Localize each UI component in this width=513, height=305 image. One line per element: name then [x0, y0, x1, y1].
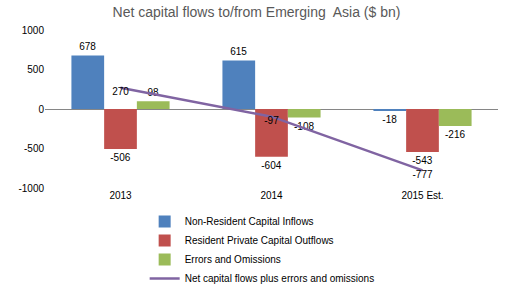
svg-text:2015 Est.: 2015 Est.	[401, 190, 443, 201]
svg-text:-216: -216	[445, 129, 465, 140]
svg-text:98: 98	[147, 87, 159, 98]
svg-text:-18: -18	[382, 114, 397, 125]
svg-text:Resident Private Capital Outfl: Resident Private Capital Outflows	[185, 235, 334, 246]
svg-text:678: 678	[79, 41, 96, 52]
svg-text:-97: -97	[264, 115, 279, 126]
svg-text:Non-Resident Capital Inflows: Non-Resident Capital Inflows	[185, 216, 314, 227]
svg-text:-500: -500	[24, 143, 44, 154]
svg-text:-1000: -1000	[18, 183, 44, 194]
svg-text:2014: 2014	[260, 190, 283, 201]
svg-text:0: 0	[38, 104, 44, 115]
svg-text:615: 615	[230, 46, 247, 57]
svg-text:Net capital flows plus errors: Net capital flows plus errors and omissi…	[185, 273, 375, 284]
svg-text:270: 270	[112, 86, 129, 97]
svg-text:-506: -506	[110, 152, 130, 163]
svg-text:-108: -108	[294, 121, 314, 132]
svg-text:-604: -604	[261, 160, 281, 171]
svg-text:Errors and Omissions: Errors and Omissions	[185, 254, 281, 265]
svg-text:-777: -777	[412, 169, 432, 180]
svg-text:1000: 1000	[22, 25, 45, 36]
svg-text:-543: -543	[412, 155, 432, 166]
svg-text:500: 500	[27, 64, 44, 75]
svg-text:2013: 2013	[109, 190, 132, 201]
svg-text:Net capital flows to/from Emer: Net capital flows to/from Emerging Asia …	[113, 4, 401, 20]
